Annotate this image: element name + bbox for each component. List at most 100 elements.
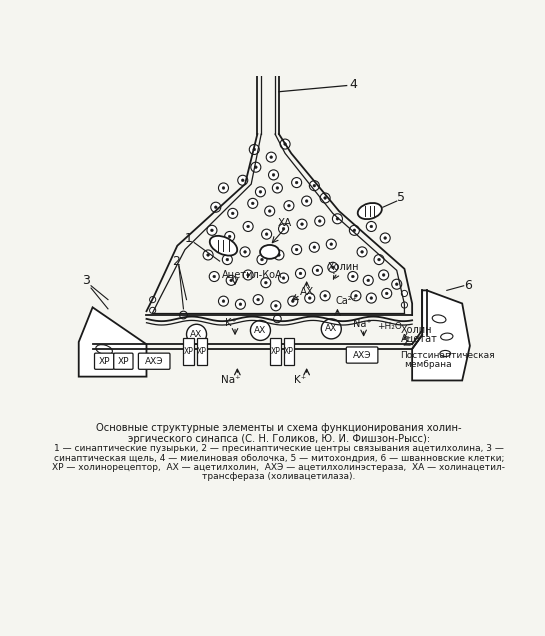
Text: Постсинаптическая: Постсинаптическая — [401, 350, 495, 359]
Text: 2: 2 — [172, 254, 180, 268]
Circle shape — [213, 275, 216, 278]
Circle shape — [351, 291, 361, 301]
Text: Ca²⁺: Ca²⁺ — [336, 296, 358, 306]
Circle shape — [282, 277, 285, 279]
Circle shape — [299, 272, 302, 275]
Text: K⁺: K⁺ — [226, 318, 237, 328]
Text: синаптическая щель, 4 — миелиновая оболочка, 5 — митохондрия, 6 — шванновские кл: синаптическая щель, 4 — миелиновая оболо… — [54, 453, 504, 462]
Ellipse shape — [96, 345, 112, 355]
Circle shape — [222, 300, 225, 303]
Circle shape — [328, 262, 338, 272]
Text: АХ: АХ — [190, 330, 203, 339]
Circle shape — [222, 186, 225, 190]
Circle shape — [324, 294, 326, 297]
Circle shape — [226, 258, 229, 261]
Circle shape — [308, 296, 311, 300]
Text: 3: 3 — [82, 274, 90, 287]
Circle shape — [378, 258, 380, 261]
Circle shape — [272, 174, 275, 176]
Circle shape — [305, 200, 308, 202]
Text: АХЭ: АХЭ — [353, 350, 371, 359]
Circle shape — [366, 221, 377, 232]
Circle shape — [288, 296, 298, 306]
Circle shape — [226, 275, 236, 286]
Circle shape — [382, 289, 392, 298]
Circle shape — [276, 186, 279, 190]
Ellipse shape — [358, 203, 382, 219]
Circle shape — [370, 225, 373, 228]
Circle shape — [230, 279, 233, 282]
Circle shape — [241, 179, 244, 182]
Text: 4: 4 — [349, 78, 357, 90]
Circle shape — [243, 270, 253, 280]
Circle shape — [247, 225, 250, 228]
Circle shape — [332, 214, 342, 224]
Bar — [184, 338, 194, 365]
Circle shape — [149, 307, 156, 314]
Text: ХР: ХР — [284, 347, 294, 356]
Circle shape — [288, 204, 290, 207]
Circle shape — [322, 319, 341, 339]
Circle shape — [257, 254, 267, 265]
Text: ХА: ХА — [278, 218, 292, 228]
Circle shape — [348, 272, 358, 282]
Circle shape — [180, 311, 187, 319]
Circle shape — [357, 247, 367, 257]
Circle shape — [336, 218, 339, 220]
Ellipse shape — [113, 360, 126, 367]
Circle shape — [275, 305, 277, 307]
Circle shape — [310, 181, 319, 191]
Circle shape — [374, 254, 384, 265]
Circle shape — [295, 181, 298, 184]
Text: Ацетат: Ацетат — [401, 333, 438, 343]
Circle shape — [364, 275, 373, 286]
FancyBboxPatch shape — [138, 353, 170, 370]
Circle shape — [313, 246, 316, 249]
Circle shape — [228, 235, 231, 238]
Circle shape — [301, 196, 312, 206]
Circle shape — [331, 266, 334, 268]
Circle shape — [361, 251, 364, 253]
Circle shape — [186, 324, 207, 344]
Text: Na⁺: Na⁺ — [353, 319, 371, 329]
Circle shape — [251, 162, 261, 172]
Circle shape — [382, 273, 385, 277]
Text: K⁺: K⁺ — [294, 375, 307, 385]
Circle shape — [277, 254, 280, 256]
Circle shape — [207, 225, 217, 235]
Circle shape — [243, 221, 253, 232]
Circle shape — [270, 156, 272, 158]
Circle shape — [207, 254, 209, 256]
Circle shape — [324, 197, 326, 199]
Text: ХР: ХР — [271, 347, 281, 356]
Text: Ацетил-КоА: Ацетил-КоА — [222, 270, 282, 280]
Circle shape — [367, 279, 370, 282]
Circle shape — [219, 296, 228, 306]
Circle shape — [219, 183, 228, 193]
Circle shape — [268, 210, 271, 212]
Text: 1 — синаптические пузырьки, 2 — пресинаптические центры связывания ацетилхолина,: 1 — синаптические пузырьки, 2 — пресинап… — [54, 445, 504, 453]
Circle shape — [261, 278, 271, 287]
Circle shape — [295, 268, 306, 279]
Circle shape — [292, 177, 301, 188]
Circle shape — [231, 212, 234, 215]
Circle shape — [235, 299, 245, 309]
Circle shape — [149, 296, 156, 303]
Bar — [197, 338, 207, 365]
Text: Na⁺: Na⁺ — [221, 375, 241, 385]
Text: мембрана: мембрана — [404, 360, 452, 369]
Circle shape — [312, 265, 323, 275]
Text: ХР: ХР — [184, 347, 194, 356]
Text: ХР: ХР — [197, 347, 207, 356]
Circle shape — [222, 254, 232, 265]
Circle shape — [326, 239, 336, 249]
Circle shape — [392, 279, 402, 289]
Circle shape — [401, 291, 408, 296]
FancyBboxPatch shape — [94, 353, 114, 370]
Circle shape — [259, 190, 262, 193]
Text: АХЭ: АХЭ — [145, 357, 164, 366]
Text: Холин: Холин — [328, 262, 359, 272]
Circle shape — [244, 251, 246, 253]
Circle shape — [251, 321, 270, 340]
Ellipse shape — [432, 315, 446, 323]
